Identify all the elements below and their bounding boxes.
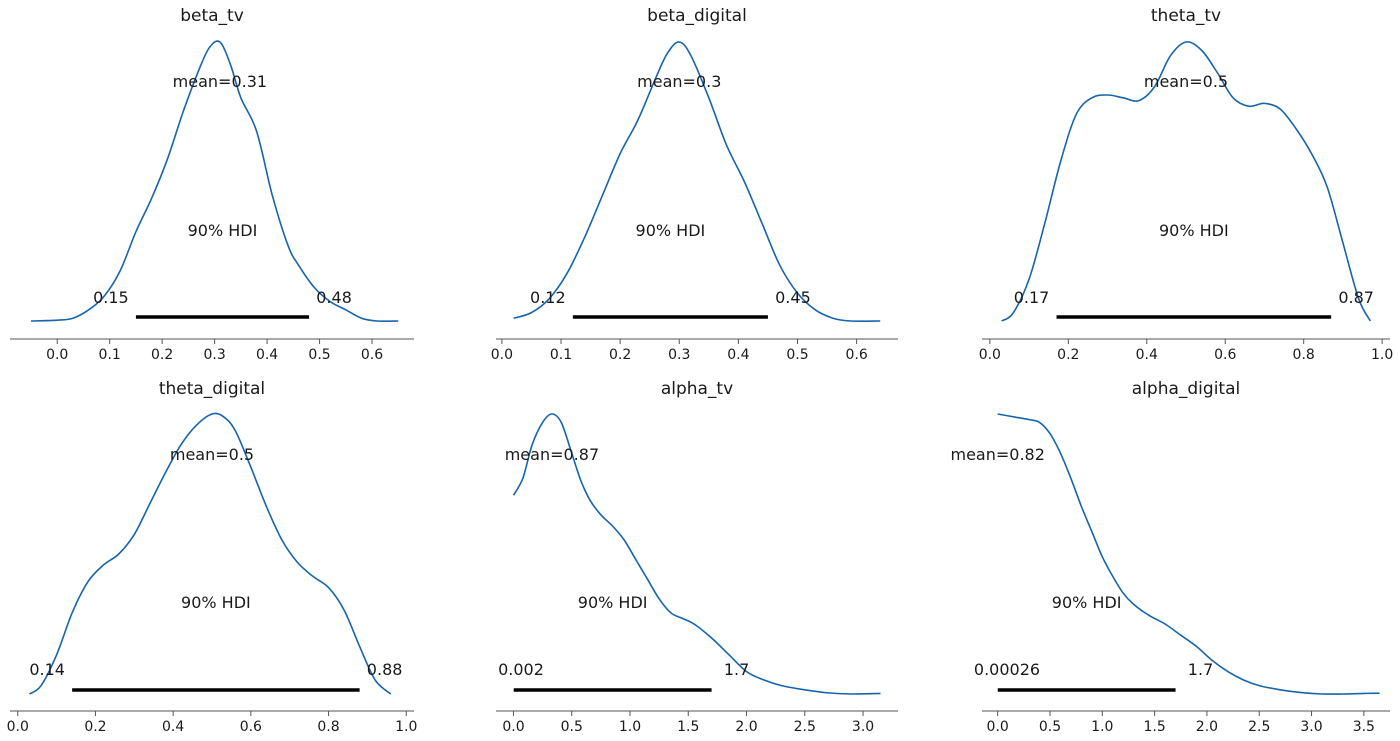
x-tick-label: 1.0 [619,719,641,735]
panel-alpha-digital: alpha_digital mean=0.82 90% HDI 0.00026 1.7 0… [950,379,1390,735]
density-curve [30,40,399,323]
x-tick-label: 1.0 [395,719,417,735]
x-tick-label: 0.3 [668,347,690,363]
mean-label: mean=0.31 [173,72,267,91]
panel-beta-digital: beta_digital mean=0.3 90% HDI 0.12 0.45 0.0 0.… [491,6,898,363]
x-tick-label: 0.6 [240,719,262,735]
x-tick-label: 0.1 [550,347,572,363]
x-tick-label: 2.5 [1248,719,1270,735]
hdi-label: 90% HDI [181,593,251,612]
panel-title: theta_tv [1151,6,1221,26]
x-tick-label: 0.8 [317,719,339,735]
x-tick-label: 0.4 [162,719,184,735]
x-tick-label: 0.0 [987,719,1009,735]
x-tick-label: 0.1 [99,347,121,363]
x-tick-label: 2.0 [735,719,757,735]
hdi-low-value: 0.12 [530,288,566,307]
hdi-label: 90% HDI [1052,593,1122,612]
x-tick-label: 0.5 [561,719,583,735]
x-tick-label: 0.4 [256,347,278,363]
x-tick-label: 1.5 [1143,719,1165,735]
density-curve [28,412,392,695]
hdi-high-value: 1.7 [724,660,749,679]
panel-title: beta_tv [180,6,244,26]
panel-title: beta_digital [647,6,747,26]
x-tick-label: 0.5 [786,347,808,363]
x-tick-label: 0.2 [151,347,173,363]
x-tick-label: 0.4 [727,347,749,363]
hdi-low-value: 0.15 [93,288,129,307]
mean-label: mean=0.3 [637,72,721,91]
x-tick-label: 3.5 [1353,719,1375,735]
x-tick-label: 0.6 [1214,347,1236,363]
x-tick-label: 2.5 [794,719,816,735]
hdi-high-value: 0.48 [316,288,352,307]
hdi-label: 90% HDI [1159,221,1229,240]
panel-title: alpha_digital [1132,379,1240,399]
panel-theta-tv: theta_tv mean=0.5 90% HDI 0.17 0.87 0.0 0.2 0.4… [979,6,1394,363]
hdi-low-value: 0.17 [1014,288,1050,307]
x-tick-label: 0.2 [84,719,106,735]
panel-alpha-tv: alpha_tv mean=0.87 90% HDI 0.002 1.7 0.0 0.5 1.… [496,379,898,735]
mean-label: mean=0.5 [170,445,254,464]
x-tick-label: 0.3 [203,347,225,363]
x-tick-label: 0.4 [1136,347,1158,363]
mean-label: mean=0.5 [1144,72,1228,91]
x-tick-label: 0.0 [7,719,29,735]
mean-label: mean=0.82 [950,445,1044,464]
x-tick-label: 0.2 [609,347,631,363]
x-tick-label: 3.0 [852,719,874,735]
x-tick-label: 0.5 [1039,719,1061,735]
hdi-high-value: 1.7 [1188,660,1213,679]
density-curve [513,41,881,323]
density-curve [1001,41,1372,322]
x-tick-label: 1.0 [1091,719,1113,735]
panel-beta-tv: beta_tv mean=0.31 90% HDI 0.15 0.48 0.0 0.1 0.2… [10,6,414,363]
x-tick-label: 1.5 [677,719,699,735]
x-tick-label: 0.0 [46,347,68,363]
hdi-label: 90% HDI [636,221,706,240]
hdi-low-value: 0.002 [498,660,544,679]
x-tick-label: 0.6 [361,347,383,363]
x-tick-label: 0.0 [979,347,1001,363]
x-tick-label: 3.0 [1300,719,1322,735]
density-curve [512,413,881,695]
panel-title: alpha_tv [661,379,733,399]
hdi-high-value: 0.45 [775,288,811,307]
hdi-high-value: 0.87 [1338,288,1374,307]
x-tick-label: 0.8 [1293,347,1315,363]
panel-theta-digital: theta_digital mean=0.5 90% HDI 0.14 0.88 0.0 0… [7,379,418,735]
hdi-label: 90% HDI [578,593,648,612]
x-tick-label: 0.0 [491,347,513,363]
x-tick-label: 0.2 [1057,347,1079,363]
density-curve [997,413,1380,695]
panel-title: theta_digital [159,379,265,399]
x-tick-label: 2.0 [1196,719,1218,735]
hdi-low-value: 0.14 [29,660,65,679]
x-tick-label: 0.6 [845,347,867,363]
hdi-low-value: 0.00026 [974,660,1040,679]
x-tick-label: 0.5 [308,347,330,363]
mean-label: mean=0.87 [505,445,599,464]
hdi-label: 90% HDI [188,221,258,240]
hdi-high-value: 0.88 [367,660,403,679]
x-tick-label: 1.0 [1371,347,1393,363]
x-tick-label: 0.0 [502,719,524,735]
